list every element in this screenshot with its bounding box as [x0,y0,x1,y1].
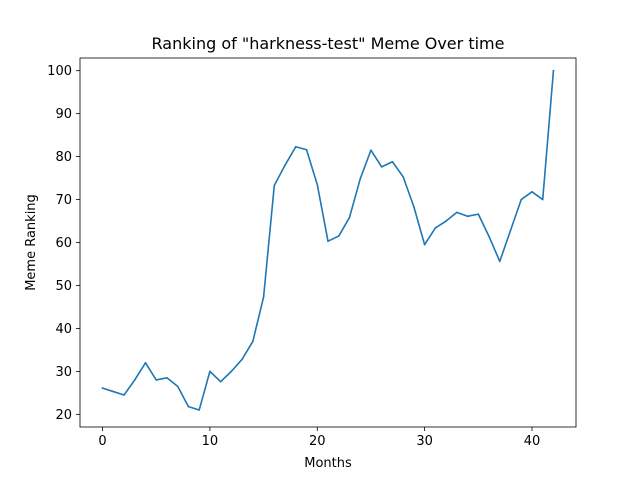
chart-title: Ranking of "harkness-test" Meme Over tim… [152,34,505,53]
data-point [294,145,297,148]
data-point [316,183,319,186]
x-tick-label: 0 [98,434,106,449]
data-point [434,227,437,229]
data-point [327,240,329,243]
x-tick-label: 20 [309,434,326,449]
data-point [488,235,490,238]
y-tick-label: 20 [55,408,72,423]
data-point [176,385,179,388]
data-point [262,296,265,298]
y-tick-label: 100 [47,64,72,79]
series-line [101,69,555,411]
x-axis-label: Months [304,456,352,471]
data-point [209,370,211,373]
data-point [155,379,158,381]
data-point [144,361,147,364]
data-point [423,243,426,246]
y-axis-label: Meme Ranking [24,194,39,291]
data-point [509,229,512,232]
data-point [241,358,243,361]
data-point [359,178,362,180]
data-point [305,148,308,151]
x-tick-label: 10 [202,434,219,449]
y-tick-label: 60 [55,236,72,251]
data-point [123,394,125,396]
series-layer [101,69,555,411]
data-point [230,370,233,373]
data-point [541,198,544,201]
data-point [337,235,340,237]
data-point [413,206,415,208]
data-point [101,387,104,389]
x-axis: 0 10 20 30 40 [98,427,540,449]
data-point [498,260,501,263]
data-point [112,390,115,393]
data-point [166,377,168,379]
data-point [284,164,286,166]
data-point [219,380,222,383]
y-tick-label: 30 [55,365,72,380]
data-point [445,220,447,222]
data-point [531,191,533,193]
y-tick-label: 40 [55,322,72,337]
data-point [380,166,383,168]
data-point [520,198,523,201]
data-point [187,405,190,408]
plot-area-frame [79,57,577,428]
data-point [198,409,200,411]
y-tick-label: 90 [55,107,72,122]
data-point [348,216,351,219]
data-point [252,340,254,343]
data-point [552,69,555,72]
data-point [133,379,136,381]
x-tick-label: 30 [416,434,433,449]
data-point [456,211,458,214]
y-tick-label: 70 [55,193,72,208]
data-point [402,175,404,178]
y-axis: 20 30 40 50 60 70 80 90 100 [47,64,80,423]
data-point [391,160,394,163]
y-tick-label: 80 [55,150,72,165]
data-point [273,184,276,187]
data-point [370,149,372,151]
y-tick-label: 50 [55,279,72,294]
x-tick-label: 40 [524,434,541,449]
data-point [466,215,469,218]
data-point [477,213,480,215]
